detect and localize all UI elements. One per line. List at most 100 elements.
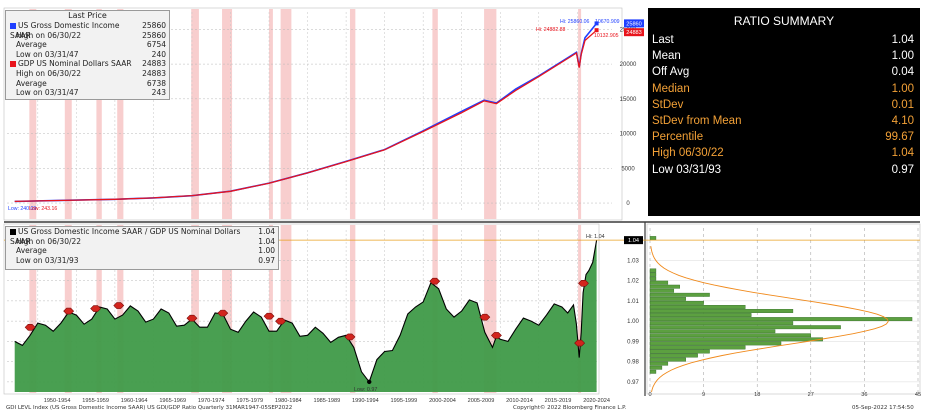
recession-band — [191, 225, 199, 393]
recession-band — [269, 9, 273, 219]
y-tick-label: 0 — [626, 201, 630, 207]
recession-marker-icon — [263, 312, 275, 320]
histogram-bar — [649, 272, 657, 277]
normal-curve — [650, 246, 889, 393]
x-tick-label: 45 — [915, 392, 921, 398]
ratio-series-name: US Gross Domestic Income SAAR / GDP US N… — [10, 227, 241, 246]
last-value-tag — [624, 28, 644, 37]
ratio-line — [14, 240, 598, 384]
stat-label: High on 06/30/22 — [16, 68, 82, 78]
recession-marker-icon — [344, 333, 356, 341]
stat-value: 240 — [151, 49, 166, 59]
y-tick-label: 1.01 — [627, 299, 639, 305]
stat-label: High on 06/30/22 — [16, 30, 82, 40]
last-value-tag — [624, 236, 643, 245]
y-tick-label: 1.03 — [627, 258, 639, 264]
high-annotation: 10670.909 — [595, 19, 620, 25]
x-tick-label: 1985-1989 — [313, 398, 340, 404]
last-value-label: 25860 — [626, 21, 642, 27]
series-2-name: GDP US Nominal Dollars SAAR — [18, 59, 132, 69]
y-tick-label: 0.97 — [627, 380, 639, 386]
recession-band — [117, 225, 124, 393]
histogram-bar — [649, 284, 680, 289]
recession-marker-icon — [429, 277, 441, 285]
ratio-area — [14, 240, 597, 392]
last-value-tag — [624, 19, 644, 28]
summary-title: RATIO SUMMARY — [733, 14, 835, 28]
histogram-bar — [649, 236, 657, 241]
histogram-bar — [649, 357, 686, 362]
histogram-bar — [649, 288, 675, 293]
series-end-marker — [594, 21, 599, 26]
recession-band — [191, 9, 199, 219]
low-annotation: Low: 243.16 — [29, 206, 57, 212]
y-tick-label: 1.02 — [627, 279, 639, 285]
stat-value: 25860 — [142, 30, 166, 40]
recession-marker-icon — [186, 314, 198, 322]
stat-label: Low on 03/31/47 — [16, 49, 79, 59]
recession-band — [578, 9, 582, 219]
summary-value: 1.04 — [891, 34, 914, 46]
summary-label: Median — [652, 82, 690, 95]
ratio-summary-panel: RATIO SUMMARY Last 1.04 Mean 1.00 Off Avg 0… — [648, 8, 920, 216]
recession-band — [280, 225, 292, 393]
high-annotation: Hi: 24882.88 — [536, 27, 566, 33]
histogram-bar — [649, 333, 812, 338]
x-tick-label: 1975-1979 — [236, 398, 263, 404]
summary-value: 0.97 — [891, 163, 914, 176]
summary-value: 1.00 — [891, 50, 914, 63]
stat-label: Average — [16, 78, 47, 88]
x-tick-label: 1950-1954 — [44, 398, 71, 404]
footer-source: GDI LEVL Index (US Gross Domestic Income… — [6, 405, 293, 411]
legend-series-2: GDP US Nominal Dollars SAAR 24883 — [6, 59, 169, 69]
summary-row: Off Avg 0.04 — [648, 64, 920, 80]
histogram-bar — [649, 321, 794, 326]
stat-label: Average — [16, 246, 47, 256]
recession-band — [222, 225, 233, 393]
y-tick-label: 15000 — [620, 97, 637, 103]
footer-timestamp: 05-Sep-2022 17:54:50 — [852, 405, 914, 411]
summary-row: High 06/30/22 1.04 — [648, 145, 920, 161]
summary-value: 0.04 — [891, 66, 914, 79]
y-tick-label: 10000 — [620, 132, 637, 138]
histogram-bar — [649, 276, 657, 281]
stat-value: 6754 — [146, 40, 166, 50]
stat-label: High on 06/30/22 — [16, 236, 82, 246]
recession-band — [96, 9, 102, 219]
x-tick-label: 2005-2009 — [468, 398, 495, 404]
stat-value: 1.00 — [258, 246, 275, 256]
recession-band — [117, 9, 124, 219]
recession-marker-icon — [63, 307, 75, 315]
x-tick-label: 9 — [702, 392, 705, 398]
summary-label: High 06/30/22 — [652, 147, 724, 160]
x-tick-label: 1960-1964 — [121, 398, 148, 404]
high-annotation: Hi: 1.04 — [586, 234, 605, 240]
x-tick-label: 18 — [754, 392, 760, 398]
x-tick-label: 27 — [808, 392, 814, 398]
x-tick-label: 2010-2014 — [506, 398, 533, 404]
legend-ratio-series: US Gross Domestic Income SAAR / GDP US N… — [6, 227, 278, 246]
high-annotation: Hi: 25860.06 — [560, 19, 590, 25]
legend-stat-row: Average 1.00 — [6, 246, 278, 256]
summary-row: StDev from Mean 4.10 — [648, 113, 920, 129]
stat-label: Low on 03/31/93 — [16, 255, 79, 265]
histogram-bar — [649, 353, 698, 358]
legend-stat-row: Low on 03/31/47 240 — [6, 50, 169, 60]
x-tick-label: 1955-1959 — [82, 398, 109, 404]
recession-band — [269, 225, 273, 393]
histogram-bar — [649, 349, 710, 354]
ratio-last: 1.04 — [258, 227, 275, 236]
histogram-bar — [649, 345, 746, 350]
series-end-marker — [594, 28, 599, 33]
x-tick-label: 1970-1974 — [198, 398, 225, 404]
summary-label: Last — [652, 34, 674, 46]
recession-marker-icon — [490, 332, 502, 339]
histogram-bar — [649, 296, 686, 301]
recession-band — [222, 9, 233, 219]
legend-stat-row: Low on 03/31/47 243 — [6, 88, 169, 98]
histogram-bar — [649, 292, 710, 297]
summary-value: 0.01 — [891, 98, 914, 111]
recession-band — [349, 9, 356, 219]
legend-stat-row: High on 06/30/22 25860 — [6, 31, 169, 41]
legend-stat-row: High on 06/30/22 1.04 — [6, 237, 278, 247]
